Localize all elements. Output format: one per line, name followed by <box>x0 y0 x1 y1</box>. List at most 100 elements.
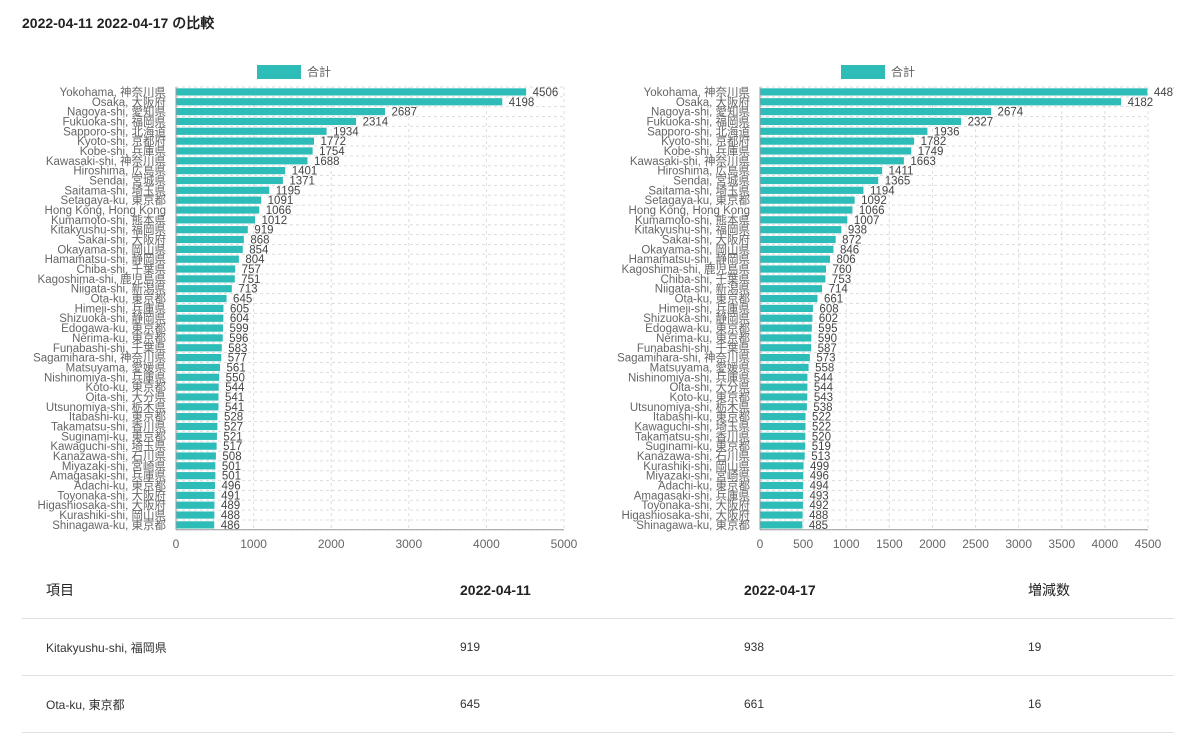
left-chart-bar[interactable] <box>176 511 215 519</box>
right-chart-bar[interactable] <box>760 373 808 381</box>
left-chart-bar[interactable] <box>176 157 308 165</box>
left-chart-bar[interactable] <box>176 521 215 529</box>
left-chart-bar[interactable] <box>176 275 235 283</box>
header-change[interactable]: 増減数 <box>1028 562 1174 619</box>
left-chart-bar[interactable] <box>176 422 218 431</box>
left-chart-bar[interactable] <box>176 127 327 135</box>
left-chart-bar[interactable] <box>176 403 219 411</box>
header-date-1[interactable]: 2022-04-11 <box>460 562 744 619</box>
right-chart-bar[interactable] <box>760 98 1122 106</box>
left-chart-bar[interactable] <box>176 294 227 303</box>
right-chart-bar[interactable] <box>760 196 855 204</box>
left-chart-bar[interactable] <box>176 324 223 332</box>
right-chart-bar[interactable] <box>760 176 879 185</box>
right-chart-bar[interactable] <box>760 137 915 145</box>
right-chart-bar[interactable] <box>760 501 803 509</box>
right-chart-bar[interactable] <box>760 413 806 421</box>
left-chart-bar[interactable] <box>176 285 232 293</box>
left-chart-bar[interactable] <box>176 304 224 312</box>
right-chart-bar[interactable] <box>760 324 812 332</box>
right-chart-value-label: 753 <box>832 274 851 286</box>
right-chart-bar[interactable] <box>760 491 804 499</box>
left-chart-bar[interactable] <box>176 88 527 96</box>
left-chart-bar[interactable] <box>176 481 215 490</box>
right-chart-bar[interactable] <box>760 186 864 194</box>
right-chart-bar[interactable] <box>760 117 962 126</box>
table-row[interactable]: Ota-ku, 東京都 645 661 16 <box>22 675 1174 733</box>
left-chart-bar[interactable] <box>176 255 239 263</box>
left-chart-bar[interactable] <box>176 265 236 273</box>
header-date-2[interactable]: 2022-04-17 <box>744 562 1028 619</box>
left-chart-x-tick-label: 1000 <box>240 537 267 551</box>
left-chart-bar[interactable] <box>176 235 244 244</box>
right-chart-bar[interactable] <box>760 314 813 322</box>
left-chart-bar[interactable] <box>176 98 503 106</box>
left-chart-bar[interactable] <box>176 413 218 421</box>
header-item[interactable]: 項目 <box>22 562 460 619</box>
right-chart-bar[interactable] <box>760 216 848 224</box>
left-chart-bar[interactable] <box>176 334 223 342</box>
left-chart-bar[interactable] <box>176 216 256 224</box>
right-chart-bar[interactable] <box>760 422 806 431</box>
right-chart-bar[interactable] <box>760 481 804 490</box>
left-chart-bar[interactable] <box>176 432 217 440</box>
right-chart-bar[interactable] <box>760 452 805 460</box>
left-chart-bar[interactable] <box>176 393 219 401</box>
right-chart-bar[interactable] <box>760 157 904 165</box>
right-chart-bar[interactable] <box>760 442 806 450</box>
left-chart-bar[interactable] <box>176 117 357 126</box>
left-chart-bar[interactable] <box>176 176 283 185</box>
right-chart-bar[interactable] <box>760 235 836 244</box>
right-chart-bar[interactable] <box>760 226 842 234</box>
left-chart-bar[interactable] <box>176 501 215 509</box>
right-chart-bar[interactable] <box>760 108 992 116</box>
right-chart-bar[interactable] <box>760 206 853 214</box>
left-chart-bar[interactable] <box>176 226 248 234</box>
left-chart-bar[interactable] <box>176 196 262 204</box>
right-chart-bar[interactable] <box>760 472 804 480</box>
left-chart-bar[interactable] <box>176 108 386 116</box>
right-chart-bar[interactable] <box>760 344 812 352</box>
right-chart-bar[interactable] <box>760 304 813 312</box>
right-chart-bar[interactable] <box>760 354 810 362</box>
right-chart-bar[interactable] <box>760 265 827 273</box>
right-chart-legend[interactable]: 合計 <box>841 64 915 79</box>
left-chart-bar[interactable] <box>176 363 221 372</box>
right-chart-bar[interactable] <box>760 147 912 155</box>
left-chart-bar[interactable] <box>176 344 222 352</box>
right-chart-bar[interactable] <box>760 521 803 529</box>
left-chart-bar[interactable] <box>176 186 270 194</box>
left-chart-bar[interactable] <box>176 314 224 322</box>
left-chart-bar[interactable] <box>176 354 222 362</box>
left-chart-bar[interactable] <box>176 206 260 214</box>
right-chart-bar[interactable] <box>760 511 803 519</box>
left-chart-bar[interactable] <box>176 245 243 253</box>
left-chart-legend[interactable]: 合計 <box>257 64 331 79</box>
right-chart-bar[interactable] <box>760 294 818 303</box>
right-chart-bar[interactable] <box>760 275 826 283</box>
right-chart-bar[interactable] <box>760 245 834 253</box>
right-chart-bar[interactable] <box>760 393 808 401</box>
table-row[interactable]: Kitakyushu-shi, 福岡県 919 938 19 <box>22 618 1174 676</box>
right-chart-bar[interactable] <box>760 403 807 411</box>
left-chart-bar[interactable] <box>176 137 315 145</box>
right-chart-bar[interactable] <box>760 255 830 263</box>
left-chart-bar[interactable] <box>176 167 286 175</box>
left-chart-bar[interactable] <box>176 452 216 460</box>
left-chart-bar[interactable] <box>176 472 216 480</box>
right-chart-bar[interactable] <box>760 383 808 391</box>
right-chart-bar[interactable] <box>760 363 809 372</box>
left-chart-bar[interactable] <box>176 491 215 499</box>
left-chart-bar[interactable] <box>176 442 217 450</box>
right-chart-bar[interactable] <box>760 88 1148 96</box>
right-chart-bar[interactable] <box>760 127 928 135</box>
left-chart-bar[interactable] <box>176 462 216 470</box>
right-chart-bar[interactable] <box>760 285 823 293</box>
left-chart-bar[interactable] <box>176 373 220 381</box>
right-chart-bar[interactable] <box>760 432 806 440</box>
left-chart-bar[interactable] <box>176 147 313 155</box>
right-chart-bar[interactable] <box>760 334 812 342</box>
left-chart-bar[interactable] <box>176 383 219 391</box>
right-chart-bar[interactable] <box>760 462 804 470</box>
right-chart-bar[interactable] <box>760 167 883 175</box>
